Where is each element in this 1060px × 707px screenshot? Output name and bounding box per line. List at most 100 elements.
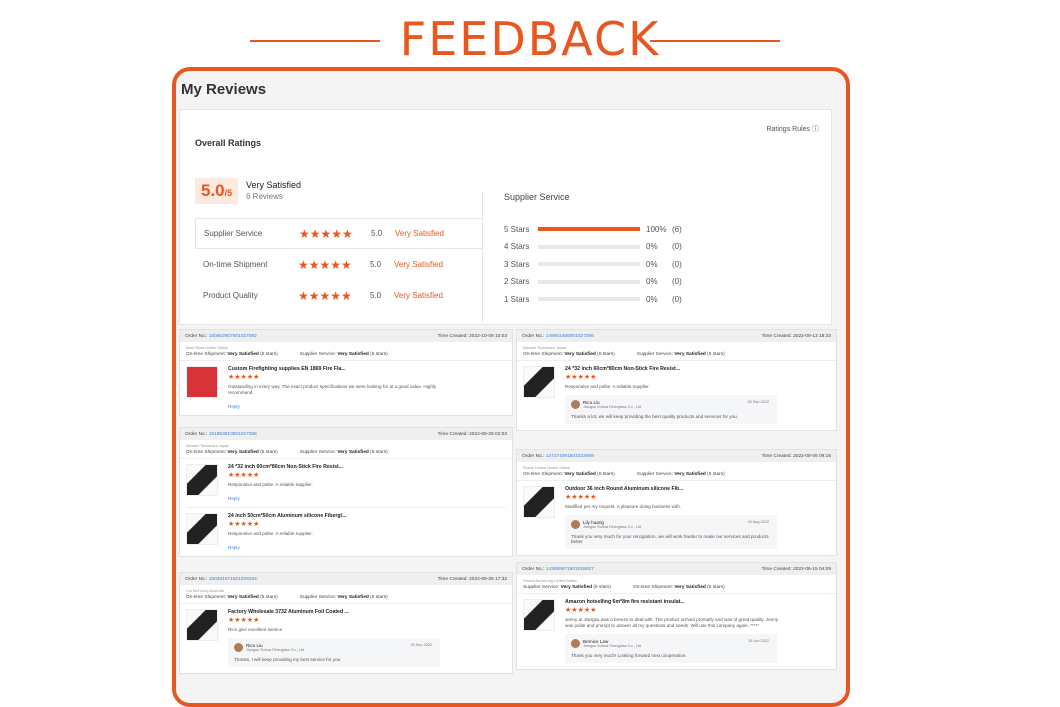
product-image[interactable]: [186, 464, 218, 496]
replier-company: Jiangsu Suhua Fiberglass Co., Ltd: [583, 405, 642, 409]
product-image[interactable]: [523, 599, 555, 631]
time-created: 2022-10-09 10:03: [469, 333, 507, 339]
product-name-link[interactable]: Custom Firefighting supplies EN 1869 Fir…: [228, 366, 346, 372]
reply-date: 25 Sep 2022: [410, 643, 432, 647]
star-breakdown-row: 5 Stars 100% (6): [504, 223, 682, 235]
time-label: Time Created:: [437, 576, 468, 582]
review-item: Outdoor 36 inch Round Aluminum silicone …: [517, 481, 836, 555]
product-name-link[interactable]: Factory Wholesale 3732 Aluminum Foil Coa…: [228, 609, 349, 615]
review-header: Order No.: 147174091501022699 Time Create…: [517, 450, 836, 462]
progress-track: [538, 227, 640, 231]
replier-name: Rico Liu: [583, 400, 600, 405]
criterion-stars: (5 stars): [260, 450, 278, 455]
question-circle-icon: ⓘ: [812, 126, 819, 133]
review-item: 24 inch 50cm*50cm Aluminum silicone Fibe…: [180, 508, 512, 556]
order-number-link[interactable]: 150602607501027082: [208, 333, 257, 339]
criterion-stars: (5 stars): [707, 585, 725, 590]
product-image[interactable]: [186, 513, 218, 545]
reply-message: Thank you very much! Looking forward nex…: [571, 653, 687, 658]
rating-row[interactable]: Product Quality ★★★★★ 5.0 Very Satisfied: [195, 280, 482, 311]
product-name-link[interactable]: 24 *32 inch 60cm*80cm Non-Stick Fire Res…: [228, 464, 344, 470]
avatar: [234, 643, 243, 652]
reply-link[interactable]: Reply: [228, 404, 240, 409]
count: (6): [672, 224, 682, 234]
order-number-link[interactable]: 147174091501022699: [545, 453, 594, 459]
order-number-link[interactable]: 149001456001027296: [545, 333, 594, 339]
product-image[interactable]: [523, 366, 555, 398]
supplier-reply: Lily huang Jiangsu Suhua Fiberglass Co., …: [565, 515, 777, 549]
order-label: Order No.:: [522, 566, 545, 572]
reply-link[interactable]: Reply: [228, 545, 240, 550]
panel-divider: [482, 192, 483, 322]
star-breakdown-row: 3 Stars 0% (0): [504, 258, 682, 270]
count: (0): [672, 242, 682, 251]
rating-label: Very Satisfied: [394, 260, 443, 269]
product-image[interactable]: [523, 486, 555, 518]
star-rating-icon: ★★★★★: [298, 288, 352, 303]
criterion-label: On-time Shipment:: [633, 585, 674, 590]
supplier-reply: Bernice Law Jiangsu Suhua Fiberglass Co.,…: [565, 634, 777, 663]
review-item: Factory Wholesale 3732 Aluminum Foil Coa…: [180, 604, 512, 673]
rating-value: 5.0: [370, 291, 382, 300]
reply-message: Thanks a lot, we will keep providing the…: [571, 414, 738, 419]
review-card: Order No.: 147174091501022699 Time Create…: [516, 449, 837, 556]
rating-row[interactable]: Supplier Service ★★★★★ 5.0 Very Satisfied: [195, 218, 482, 249]
criterion-value: Very Satisfied: [227, 595, 259, 600]
product-name-link[interactable]: Amazon hotselling 6m*8m fire resistant i…: [565, 599, 685, 605]
rating-label: Very Satisfied: [395, 229, 444, 238]
criterion-label: Supplier Service:: [523, 585, 560, 590]
criterion-value: Very Satisfied: [564, 472, 596, 477]
criterion-value: Very Satisfied: [564, 352, 596, 357]
ratings-rules-link[interactable]: Ratings Rules ⓘ: [766, 124, 819, 134]
progress-track: [538, 244, 640, 249]
review-header: Order No.: 150321971501028194 Time Create…: [180, 573, 512, 585]
review-card: Order No.: 150321971501028194 Time Create…: [179, 572, 513, 674]
product-image[interactable]: [186, 609, 218, 641]
time-label: Time Created:: [761, 566, 792, 572]
product-name-link[interactable]: 24 *32 inch 60cm*80cm Non-Stick Fire Res…: [565, 366, 681, 372]
buyer-name: Shane Hosea United States: [523, 466, 570, 470]
criterion-label: On-time Shipment:: [186, 450, 226, 455]
percent: 100%: [646, 224, 667, 234]
percent: 0%: [646, 259, 658, 269]
criterion-value: Very Satisfied: [337, 352, 369, 357]
criterion-value: Very Satisfied: [227, 450, 259, 455]
star-breakdown-row: 1 Stars 0% (0): [504, 293, 682, 305]
order-number-link[interactable]: 151853610001027286: [208, 431, 257, 437]
review-header: Order No.: 149001456001027296 Time Create…: [517, 330, 836, 342]
star-rating-icon: ★★★★★: [228, 617, 260, 624]
review-card: Order No.: 150602607501027082 Time Create…: [179, 329, 513, 416]
divider-left: [250, 40, 380, 42]
time-created: 2022-08-06 09:15: [793, 453, 831, 459]
buyer-name: Masami Tsukahara Japan: [523, 346, 567, 350]
product-name-link[interactable]: 24 inch 50cm*50cm Aluminum silicone Fibe…: [228, 513, 347, 519]
supplier-reply: Rico Liu Jiangsu Suhua Fiberglass Co., Lt…: [565, 395, 777, 424]
reply-link[interactable]: Reply: [228, 496, 240, 501]
star-breakdown-row: 4 Stars 0% (0): [504, 241, 682, 253]
order-label: Order No.:: [522, 453, 545, 459]
criterion-label: Supplier Service:: [636, 472, 674, 477]
review-item: 24 *32 inch 60cm*80cm Non-Stick Fire Res…: [517, 361, 836, 430]
product-image[interactable]: [186, 366, 218, 398]
order-number-link[interactable]: 150321971501028194: [208, 576, 257, 582]
progress-track: [538, 297, 640, 301]
buyer-name: Cal McCooey Australia: [186, 589, 225, 593]
replier-name: Bernice Law: [583, 639, 609, 644]
star-level: 5 Stars: [504, 224, 530, 234]
progress-fill: [538, 227, 640, 231]
criterion-value: Very Satisfied: [674, 352, 706, 357]
reply-date: 25 Sep 2022: [747, 400, 769, 404]
time-label: Time Created:: [761, 453, 792, 459]
star-rating-icon: ★★★★★: [228, 472, 260, 479]
product-name-link[interactable]: Outdoor 36 inch Round Aluminum silicone …: [565, 486, 684, 492]
criterion-value: Very Satisfied: [560, 585, 593, 590]
order-number-link[interactable]: 143099871501028027: [545, 566, 594, 572]
count: (0): [672, 277, 682, 286]
review-header: Order No.: 151853610001027286 Time Create…: [180, 428, 512, 440]
criterion-stars: (5 stars): [370, 352, 388, 357]
rating-row[interactable]: On-time Shipment ★★★★★ 5.0 Very Satisfied: [195, 249, 482, 280]
time-label: Time Created:: [437, 431, 468, 437]
time-label: Time Created:: [761, 333, 792, 339]
time-created: 2022-09-25 17:32: [469, 576, 507, 582]
review-text: Responsive and polite. A reliable suppli…: [228, 531, 313, 536]
